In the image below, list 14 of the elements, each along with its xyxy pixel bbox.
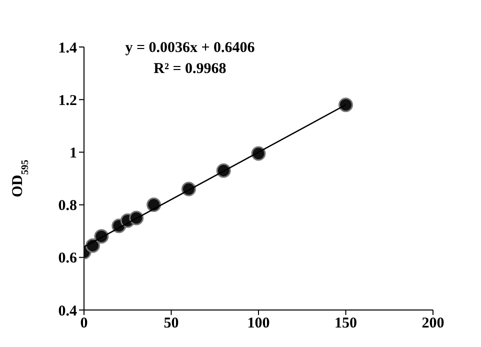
- y-tick-label: 1: [70, 146, 77, 162]
- annotation: R² = 0.9968: [152, 60, 228, 79]
- y-tick-label: 1.4: [58, 40, 78, 56]
- x-tick-label: 100: [247, 316, 270, 332]
- x-tick-label: 0: [80, 316, 88, 332]
- x-tick-label: 200: [422, 316, 444, 332]
- y-tick-label: 0.4: [58, 303, 78, 320]
- y-tick-label: 0.8: [58, 198, 77, 214]
- point: [338, 98, 353, 112]
- x-tick-label: 150: [334, 316, 357, 332]
- y-tick-label: 1.2: [58, 92, 77, 109]
- y-tick-label: 0.6: [58, 250, 78, 267]
- x-tick-label: 50: [164, 316, 179, 332]
- annotation: y = 0.0036x + 0.6406: [124, 39, 256, 58]
